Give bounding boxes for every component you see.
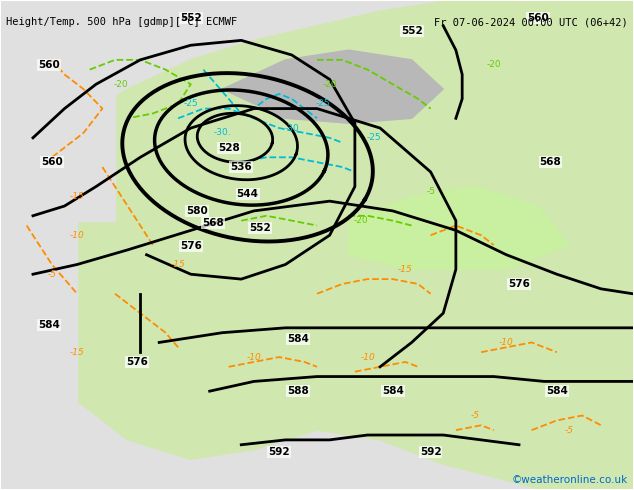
Text: -5: -5: [48, 270, 56, 279]
Text: Fr 07-06-2024 00:00 UTC (06+42): Fr 07-06-2024 00:00 UTC (06+42): [434, 17, 628, 27]
Text: 560: 560: [527, 13, 549, 24]
Text: 560: 560: [38, 60, 60, 70]
Text: -5: -5: [426, 187, 435, 196]
Text: -15: -15: [398, 265, 413, 274]
Text: 560: 560: [41, 157, 63, 167]
Text: -10: -10: [70, 231, 84, 240]
Text: 584: 584: [382, 386, 404, 396]
Bar: [1, 220, 77, 489]
Text: -5: -5: [470, 411, 479, 420]
Text: 552: 552: [249, 223, 271, 233]
Text: 568: 568: [202, 218, 224, 228]
Text: 576: 576: [126, 357, 148, 367]
Text: -20: -20: [486, 60, 501, 69]
Text: -25: -25: [183, 99, 198, 108]
Text: 580: 580: [186, 206, 208, 216]
Text: -30.: -30.: [214, 128, 231, 137]
Text: 584: 584: [546, 386, 568, 396]
Text: 568: 568: [540, 157, 562, 167]
Text: 552: 552: [180, 13, 202, 24]
Text: ©weatheronline.co.uk: ©weatheronline.co.uk: [512, 475, 628, 485]
Text: 588: 588: [287, 386, 309, 396]
Text: -20: -20: [354, 216, 368, 225]
Text: 592: 592: [420, 446, 441, 457]
Text: Height/Temp. 500 hPa [gdmp][°C] ECMWF: Height/Temp. 500 hPa [gdmp][°C] ECMWF: [6, 17, 238, 27]
Text: 584: 584: [38, 320, 60, 330]
Text: -15: -15: [171, 260, 186, 269]
Text: 536: 536: [230, 162, 252, 172]
Text: -15: -15: [70, 192, 84, 201]
Text: 576: 576: [508, 279, 530, 289]
Text: 528: 528: [217, 143, 240, 152]
Bar: [1, 1, 115, 220]
Text: -25: -25: [316, 99, 330, 108]
Text: -10: -10: [499, 338, 514, 347]
Text: -20: -20: [114, 80, 129, 89]
Text: 584: 584: [287, 334, 309, 343]
Text: 552: 552: [401, 25, 422, 36]
Text: 592: 592: [268, 446, 290, 457]
Text: -30: -30: [285, 123, 299, 133]
Text: 576: 576: [180, 241, 202, 251]
Text: -25: -25: [366, 133, 381, 142]
Text: 544: 544: [236, 189, 259, 199]
Text: -10: -10: [360, 353, 375, 362]
Text: -10: -10: [247, 353, 261, 362]
Polygon shape: [223, 50, 443, 123]
Text: -20: -20: [322, 80, 337, 89]
Polygon shape: [349, 187, 569, 270]
Text: -15: -15: [70, 348, 84, 357]
Text: -5: -5: [565, 426, 574, 435]
